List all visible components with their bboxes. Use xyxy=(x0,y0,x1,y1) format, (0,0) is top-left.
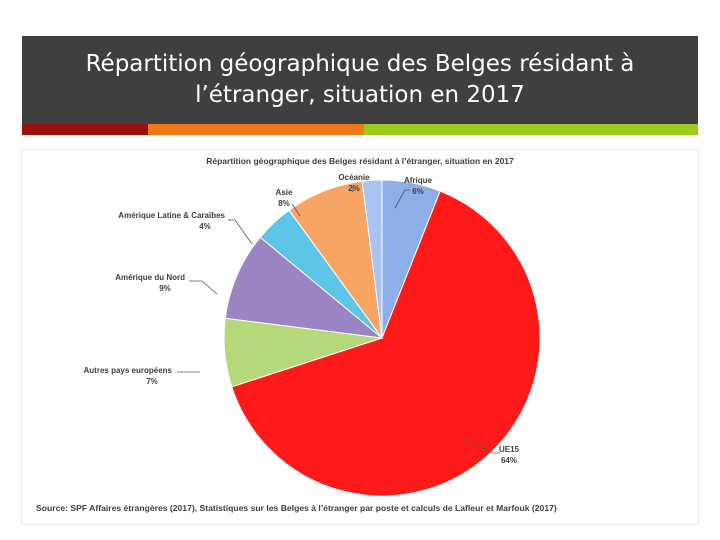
chart-container: Répartition géographique des Belges rési… xyxy=(22,150,698,524)
leader-line xyxy=(394,189,410,209)
leader-line xyxy=(189,280,218,295)
slice-name-label: Afrique xyxy=(404,176,433,185)
pie-slice-oc-anie xyxy=(361,179,383,339)
pie-labels: Afrique 6% UE15 64% Autres pays européens 7% A… xyxy=(84,173,520,465)
chart-source: Source: SPF Affaires étrangères (2017), … xyxy=(36,503,557,513)
slice-name-label: Amérique Latine & Caraïbes xyxy=(118,211,225,220)
pie-slices xyxy=(223,179,541,497)
accent-stripe-red xyxy=(22,124,148,135)
slice-name-label: Amérique du Nord xyxy=(115,273,185,282)
slice-value-label: 9% xyxy=(159,284,171,293)
accent-stripe-orange xyxy=(148,124,364,135)
pie-slice-am-rique-du-nord xyxy=(224,236,384,339)
accent-stripe-green xyxy=(364,124,698,135)
slice-value-label: 7% xyxy=(146,377,158,386)
slice-value-label: 6% xyxy=(412,187,424,196)
slide-title-bar: Répartition géographique des Belges rési… xyxy=(22,36,698,124)
slice-name-label: Océanie xyxy=(338,173,370,182)
pie-chart: Répartition géographique des Belges rési… xyxy=(36,156,557,513)
slide-title: Répartition géographique des Belges rési… xyxy=(85,51,635,108)
slice-value-label: 4% xyxy=(199,222,211,231)
slice-name-label: Autres pays européens xyxy=(84,366,173,375)
slice-value-label: 2% xyxy=(348,184,360,193)
slice-value-label: 8% xyxy=(278,199,290,208)
leader-line xyxy=(228,219,253,245)
slice-value-label: 64% xyxy=(501,456,517,465)
slice-name-label: Asie xyxy=(276,188,293,197)
pie-slice-ue15 xyxy=(231,190,541,497)
chart-title: Répartition géographique des Belges rési… xyxy=(206,156,514,166)
leader-line xyxy=(291,203,301,217)
leader-line xyxy=(463,437,500,454)
slice-name-label: UE15 xyxy=(499,445,520,454)
